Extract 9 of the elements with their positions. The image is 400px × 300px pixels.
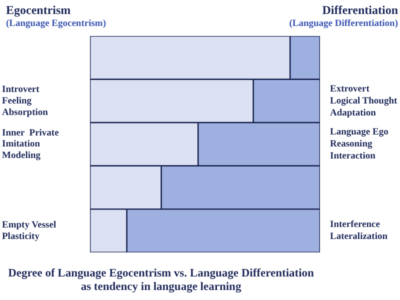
series-label: Egocentrism (Language Egocentrism) [6, 3, 106, 29]
text: Extrovert Logical Thought Adaptation [330, 84, 398, 118]
y-tick-label: Empty Vessel Plasticity [2, 220, 56, 242]
text: Degree of Language Egocentrism vs. Language Differentiation as tendency in language learning [8, 267, 315, 294]
y-tick-label: Inner Private Imitation Modeling [2, 128, 59, 162]
text: Interference Lateralization [330, 220, 388, 242]
text: Language Ego Reasoning Interaction [330, 128, 389, 162]
series-label: Differentiation (Language Differentiation) [289, 3, 398, 29]
y-tick-label: Introvert Feeling Absorption [2, 84, 49, 118]
